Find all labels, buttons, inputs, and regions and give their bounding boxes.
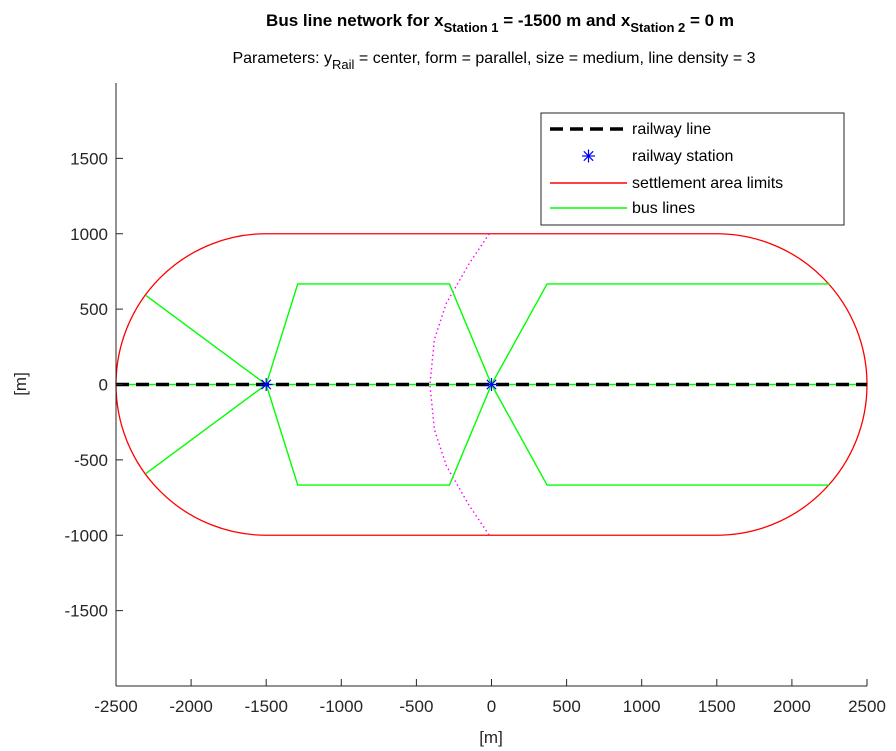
y-tick-label: -1500 — [65, 602, 108, 621]
x-tick-label: 500 — [552, 697, 580, 716]
axes: -2500 -2000 -1500 -1000 -500 0 500 1000 1500 2000… — [65, 83, 886, 716]
legend-box — [540, 112, 845, 226]
y-tick-label: -1000 — [65, 526, 108, 545]
y-tick-label: 500 — [80, 300, 108, 319]
title-sub1: Station 1 — [444, 20, 499, 35]
y-tick-label: 1000 — [70, 225, 108, 244]
x-tick-label: 0 — [487, 697, 496, 716]
y-tick-label: 0 — [99, 376, 108, 395]
x-tick-label: -1500 — [244, 697, 287, 716]
y-tick-label: -500 — [74, 451, 108, 470]
subtitle-suffix: = center, form = parallel, size = medium… — [354, 50, 755, 67]
x-tick-label: -2500 — [94, 697, 137, 716]
title-prefix: Bus line network for x — [266, 11, 444, 30]
chart-subtitle: Parameters: yRail = center, form = paral… — [232, 50, 755, 72]
bus-line-5 — [265, 382, 830, 486]
legend-label-bus-lines: bus lines — [632, 200, 695, 217]
bus-line-4 — [265, 283, 830, 387]
settlement-area-limits — [115, 233, 868, 536]
railway-station-2-stroke-4 — [486, 379, 497, 390]
x-tick-label: -1000 — [320, 697, 363, 716]
chart-title: Bus line network for xStation 1 = -1500 … — [266, 11, 734, 35]
x-tick-label: 1500 — [698, 697, 736, 716]
y-axis-label: [m] — [11, 372, 30, 396]
railway-station-2 — [485, 378, 498, 391]
legend: railway line railway station settlement ar… — [540, 112, 845, 226]
x-axis-label: [m] — [479, 728, 503, 747]
x-tick-label: 2500 — [848, 697, 886, 716]
x-tick-label: -500 — [399, 697, 433, 716]
title-sub2: Station 2 — [630, 20, 685, 35]
x-tick-label: 1000 — [623, 697, 661, 716]
railway-station-1 — [259, 378, 273, 391]
legend-swatch-railway-station-stroke-4 — [583, 150, 594, 162]
subtitle-prefix: Parameters: y — [232, 50, 332, 67]
subtitle-sub: Rail — [332, 57, 355, 72]
bus-line-2 — [145, 294, 267, 386]
bus-line-3 — [145, 383, 267, 475]
legend-label-railway-station: railway station — [632, 148, 733, 165]
legend-label-railway-line: railway line — [632, 121, 711, 138]
title-mid: = -1500 m and x — [499, 11, 631, 30]
legend-label-settlement-area-limits: settlement area limits — [632, 175, 783, 192]
x-tick-label: -2000 — [169, 697, 212, 716]
y-tick-label: 1500 — [70, 149, 108, 168]
railway-station-1-stroke-4 — [261, 379, 272, 390]
plot-area — [115, 233, 868, 536]
legend-swatch-railway-station — [582, 149, 595, 163]
x-tick-label: 2000 — [773, 697, 811, 716]
title-suffix: = 0 m — [685, 11, 734, 30]
